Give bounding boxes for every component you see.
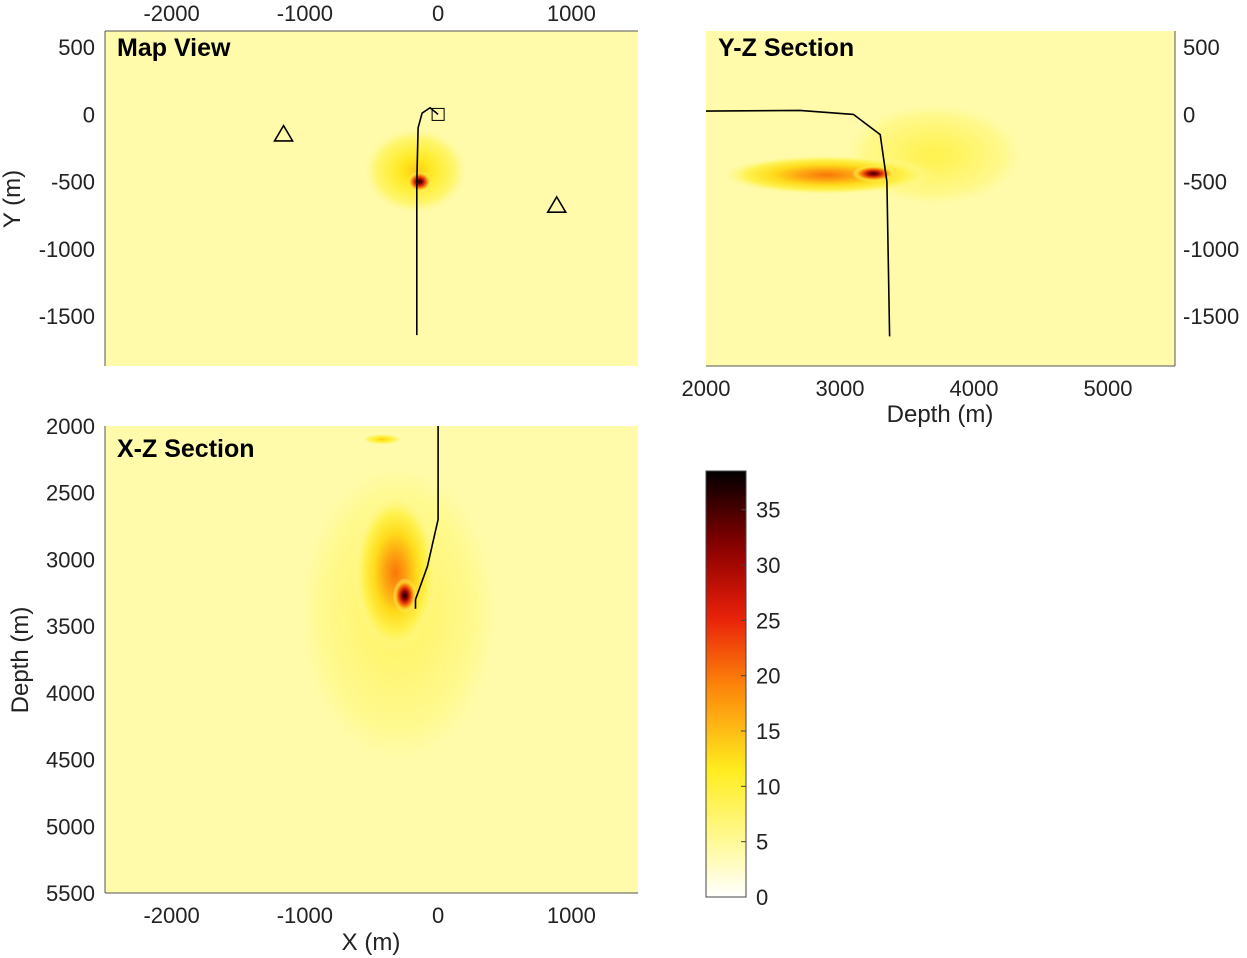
y-tick-label: -500: [51, 170, 95, 195]
x-tick-label: -1000: [277, 903, 333, 928]
square-marker: [431, 107, 445, 121]
map-view-x-ticks: -2000 -1000 0 1000: [143, 1, 595, 26]
y-z-section-panel: 2000 3000 4000 5000 5000-500-1000-1500 Y-Z …: [682, 31, 1239, 428]
y-z-section-x-ticks: 2000 3000 4000 5000: [682, 376, 1133, 401]
triangle-marker: [546, 195, 568, 213]
x-tick-label: -1000: [277, 1, 333, 26]
y-tick-label: 2500: [46, 481, 95, 506]
y-tick-label: 3500: [46, 614, 95, 639]
map-view-panel: -2000 -1000 0 1000 500 0 -500 -1000 -1500 Map V…: [0, 1, 638, 366]
colorbar-ticks: 0 5 10 15 20 25 30 35: [741, 498, 780, 910]
map-view-plot-area: [104, 30, 638, 366]
map-view-y-axis-label: Y (m): [0, 170, 26, 228]
y-tick-label: 500: [58, 35, 95, 60]
y-tick-label: -500: [1183, 170, 1227, 195]
y-tick-label: 4000: [46, 681, 95, 706]
y-z-section-title: Y-Z Section: [718, 34, 854, 62]
x-tick-label: 0: [432, 903, 444, 928]
colorbar-gradient: [705, 470, 747, 898]
heatmap-hotspot: [362, 434, 403, 445]
heatmap-hotspot: [407, 171, 432, 192]
y-z-section-plot-area: [706, 31, 1176, 367]
x-tick-label: -2000: [143, 1, 199, 26]
y-tick-label: 5000: [46, 814, 95, 839]
heatmap-field: [105, 31, 638, 366]
colorbar-tick-label: 25: [756, 608, 780, 633]
x-tick-label: 1000: [547, 903, 596, 928]
y-tick-label: -1000: [1183, 237, 1239, 262]
heatmap-hotspot: [362, 126, 469, 216]
colorbar-tick-label: 0: [756, 885, 768, 910]
map-view-y-ticks: 500 0 -500 -1000 -1500: [39, 35, 95, 329]
y-z-section-y-ticks: 500 0 -500 -1000 -1500: [1183, 35, 1239, 329]
y-tick-label: 0: [1183, 102, 1195, 127]
y-z-section-x-axis-label: Depth (m): [887, 401, 994, 428]
x-z-section-panel: -2000 -1000 0 1000 2000 2500 3000 3500 4000 4500…: [7, 414, 638, 956]
colorbar-tick-label: 5: [756, 830, 768, 855]
y-tick-label: -1500: [1183, 304, 1239, 329]
heatmap-hotspot: [392, 578, 417, 613]
triangle-marker: [273, 124, 294, 142]
y-tick-label: 3000: [46, 547, 95, 572]
heatmap-field: [706, 31, 1175, 366]
x-z-section-plot-area: [104, 426, 638, 894]
x-tick-label: 0: [432, 1, 444, 26]
x-tick-label: -2000: [143, 903, 199, 928]
x-z-section-x-ticks: -2000 -1000 0 1000: [143, 903, 595, 928]
x-tick-label: 2000: [682, 376, 731, 401]
colorbar-tick-label: 20: [756, 664, 780, 689]
colorbar-tick-label: 30: [756, 553, 780, 578]
map-view-title: Map View: [117, 34, 231, 62]
well-path: [706, 109, 891, 337]
well-path: [416, 106, 439, 336]
x-tick-label: 3000: [816, 376, 865, 401]
heatmap-background: [105, 31, 638, 366]
x-z-section-title: X-Z Section: [117, 435, 255, 463]
y-tick-label: 5500: [46, 881, 95, 906]
x-tick-label: 1000: [547, 1, 596, 26]
x-z-section-y-ticks: 2000 2500 3000 3500 4000 4500 5000 5500: [46, 414, 95, 906]
x-z-section-x-axis-label: X (m): [342, 929, 401, 956]
colorbar-tick-label: 15: [756, 719, 780, 744]
heatmap-hotspot: [352, 492, 439, 653]
colorbar: 0 5 10 15 20 25 30 35: [705, 470, 780, 910]
heatmap-field: [105, 426, 638, 893]
y-tick-label: -1000: [39, 237, 95, 262]
colorbar-tick-label: 35: [756, 498, 780, 523]
heatmap-hotspot: [719, 154, 934, 196]
y-tick-label: 2000: [46, 414, 95, 439]
heatmap-hotspot: [852, 165, 895, 182]
y-tick-label: 500: [1183, 35, 1220, 60]
y-tick-label: 0: [83, 102, 95, 127]
x-tick-label: 5000: [1084, 376, 1133, 401]
y-tick-label: 4500: [46, 748, 95, 773]
x-tick-label: 4000: [950, 376, 999, 401]
colorbar-tick-label: 10: [756, 774, 780, 799]
well-path: [414, 426, 439, 609]
y-tick-label: -1500: [39, 304, 95, 329]
x-z-section-y-axis-label: Depth (m): [7, 607, 34, 714]
